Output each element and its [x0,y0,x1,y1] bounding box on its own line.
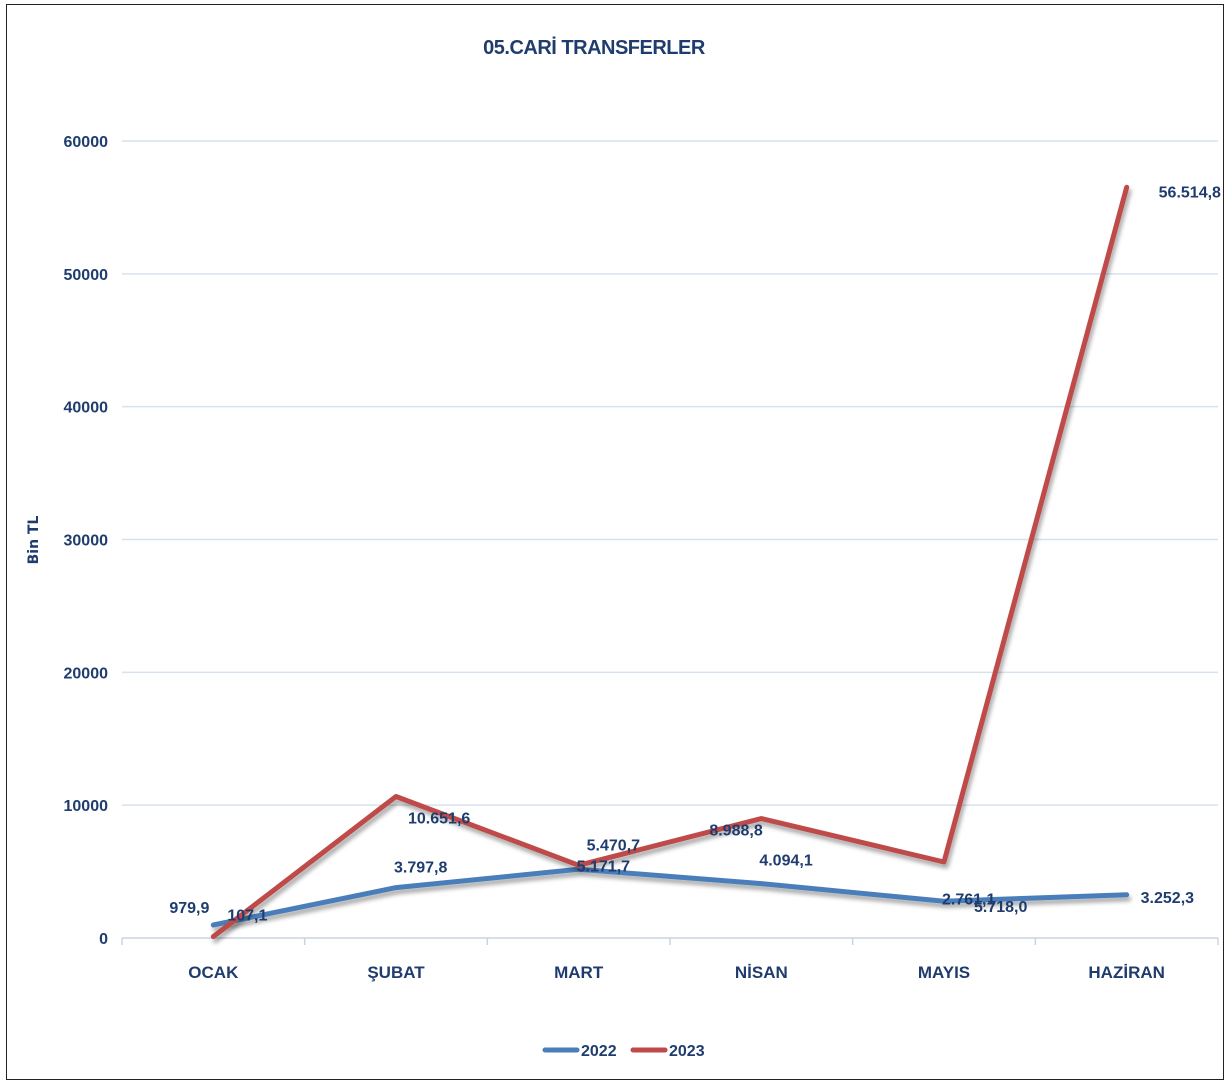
x-tick-label: MART [554,963,604,982]
data-label: 2.761,1 [942,891,995,908]
data-label: 5.470,7 [587,837,640,854]
data-labels: 979,9 3.797,8 5.171,7 4.094,1 2.761,1 3.252,3… [169,184,1221,924]
y-axis-label: Bin TL [26,516,42,565]
data-label: 3.797,8 [394,860,447,877]
y-axis-ticks: 0 10000 20000 30000 40000 50000 60000 [64,134,109,948]
series-line-2022 [210,866,1130,928]
y-tick-label: 40000 [64,400,109,417]
x-tick-label: ŞUBAT [367,963,425,982]
data-label: 4.094,1 [759,853,812,870]
data-label: 5.171,7 [577,858,630,875]
data-label: 8.988,8 [709,823,762,840]
data-label: 107,1 [227,908,267,925]
series-line-2023 [210,184,1130,940]
y-tick-label: 20000 [64,665,109,682]
legend-label-2022: 2022 [581,1043,617,1060]
x-tick-label: MAYIS [918,963,970,982]
y-tick-label: 0 [99,931,108,948]
x-tick-label: HAZİRAN [1088,963,1165,982]
y-tick-label: 60000 [64,134,109,151]
x-tick-label: NİSAN [735,963,788,982]
data-label: 5.718,0 [974,899,1027,916]
data-label: 56.514,8 [1159,184,1221,201]
data-label: 10.651,6 [408,811,470,828]
data-label: 3.252,3 [1141,890,1194,907]
y-tick-label: 30000 [64,533,109,550]
x-axis: OCAK ŞUBAT MART NİSAN MAYIS HAZİRAN [121,937,1219,982]
chart-title: 05.CARİ TRANSFERLER [483,36,706,59]
gridlines [122,140,1218,806]
x-tick-label: OCAK [188,963,239,982]
legend-label-2023: 2023 [669,1043,705,1060]
y-tick-label: 10000 [64,798,109,815]
y-tick-label: 50000 [64,267,109,284]
data-label: 979,9 [169,900,209,917]
legend: 2022 2023 [542,1043,705,1060]
series-lines [210,184,1130,940]
